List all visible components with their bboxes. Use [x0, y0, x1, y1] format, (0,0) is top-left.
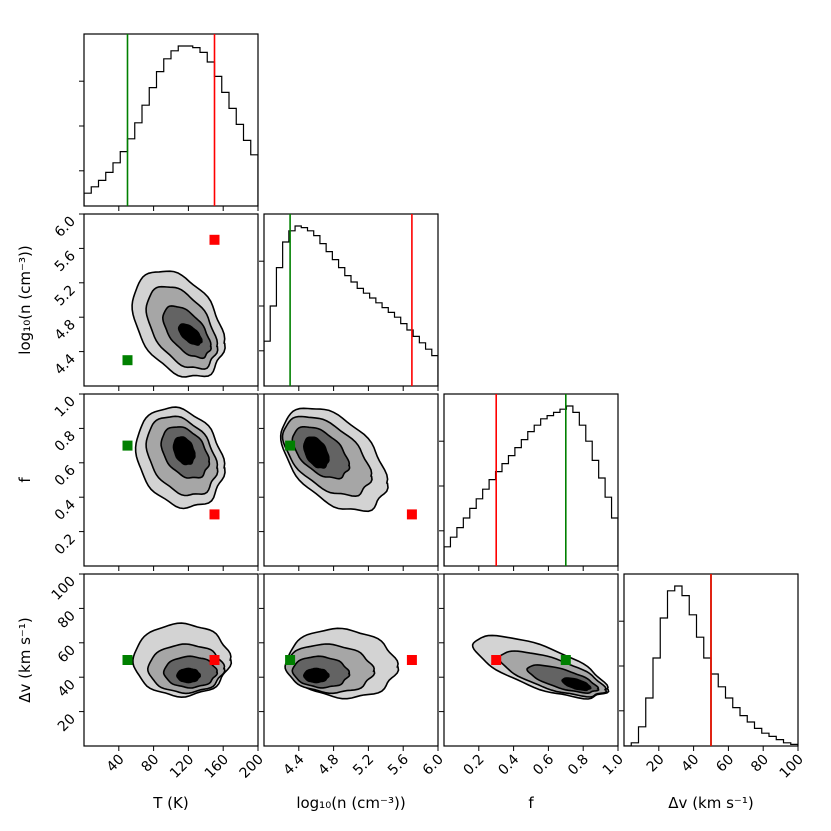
contour-level-4: [302, 667, 330, 684]
contours-T-logn: [131, 270, 226, 378]
ytick-label-logn: 6.0: [52, 214, 79, 241]
xlabel-logn: log₁₀(n (cm⁻³)): [296, 794, 405, 812]
truth-marker-red-logn-f: [406, 509, 417, 520]
ytick-label-logn: 5.2: [52, 282, 79, 309]
xtick-label-T: 80: [139, 752, 163, 776]
xtick-label-logn: 4.4: [281, 751, 308, 778]
truth-marker-red-logn-dv: [406, 655, 417, 665]
ylabel-logn: log₁₀(n (cm⁻³)): [16, 245, 34, 354]
ytick-label-dv: 20: [55, 711, 79, 735]
truth-marker-green-T-f: [122, 440, 133, 451]
truth-marker-red-T-dv: [209, 655, 220, 665]
xlabel-f: f: [528, 794, 534, 812]
contours-T-dv: [132, 622, 233, 699]
hist-panel-logn: [263, 213, 439, 387]
xtick-label-f: 0.6: [530, 751, 557, 778]
hist-panel-T: [83, 33, 259, 207]
truth-marker-green-T-logn: [122, 355, 133, 366]
pair-panel-f-dv: [443, 573, 619, 747]
xtick-label-dv: 40: [679, 752, 703, 776]
truth-marker-red-f-dv: [491, 655, 502, 665]
pair-panel-T-f: [83, 393, 259, 567]
ytick-label-f: 0.2: [52, 531, 79, 558]
pair-panel-T-dv: [83, 573, 259, 747]
histogram-f: [444, 405, 618, 566]
ytick-label-f: 0.4: [52, 497, 79, 524]
xtick-label-dv: 20: [644, 752, 668, 776]
contour-level-4: [177, 323, 203, 346]
ytick-label-f: 0.8: [52, 428, 79, 455]
xtick-label-f: 0.4: [495, 751, 522, 778]
ytick-label-logn: 5.6: [52, 248, 79, 275]
histogram-T: [84, 45, 258, 206]
contour-level-4: [561, 677, 592, 692]
contours-f-dv: [471, 634, 610, 700]
xtick-label-logn: 5.6: [385, 751, 412, 778]
xlabel-dv: Δv (km s⁻¹): [668, 794, 753, 812]
xtick-label-T: 40: [104, 752, 128, 776]
histogram-logn: [264, 225, 438, 386]
pair-panel-T-logn: [83, 213, 259, 387]
ytick-label-f: 0.6: [52, 462, 79, 489]
xtick-label-T: 120: [167, 752, 197, 782]
ytick-label-dv: 60: [55, 642, 79, 666]
ytick-label-f: 1.0: [52, 394, 79, 421]
xtick-label-f: 0.2: [461, 752, 488, 779]
truth-marker-red-T-logn: [209, 234, 220, 245]
contour-level-4: [172, 436, 196, 466]
xtick-label-logn: 6.0: [420, 752, 447, 779]
contour-level-4: [302, 436, 330, 469]
xtick-label-dv: 100: [777, 752, 807, 782]
xtick-label-dv: 60: [713, 752, 737, 776]
xtick-label-logn: 4.8: [315, 752, 342, 779]
ytick-label-logn: 4.8: [52, 317, 79, 344]
xtick-label-f: 1.0: [600, 752, 627, 779]
ytick-label-dv: 40: [55, 677, 79, 701]
hist-panel-f: [443, 393, 619, 567]
truth-marker-green-f-dv: [560, 655, 571, 665]
truth-marker-green-logn-f: [285, 440, 296, 451]
contours-T-f: [134, 406, 226, 510]
xtick-label-dv: 80: [748, 752, 772, 776]
pair-panel-logn-f: [263, 393, 439, 567]
contour-level-4: [176, 667, 202, 684]
contours-logn-dv: [284, 627, 400, 700]
ytick-label-dv: 100: [49, 574, 79, 604]
ylabel-dv: Δv (km s⁻¹): [16, 617, 34, 702]
ylabel-f: f: [16, 477, 34, 483]
pair-panel-logn-dv: [263, 573, 439, 747]
contours-logn-f: [279, 407, 389, 513]
ytick-label-logn: 4.4: [52, 351, 79, 378]
xtick-label-T: 160: [202, 752, 232, 782]
truth-marker-green-logn-dv: [285, 655, 296, 665]
truth-marker-green-T-dv: [122, 655, 133, 665]
xtick-label-T: 200: [237, 752, 267, 782]
xtick-label-f: 0.8: [565, 752, 592, 779]
xlabel-T: T (K): [152, 794, 188, 812]
xtick-label-logn: 5.2: [350, 752, 377, 779]
truth-marker-red-T-f: [209, 509, 220, 520]
ytick-label-dv: 80: [55, 608, 79, 632]
